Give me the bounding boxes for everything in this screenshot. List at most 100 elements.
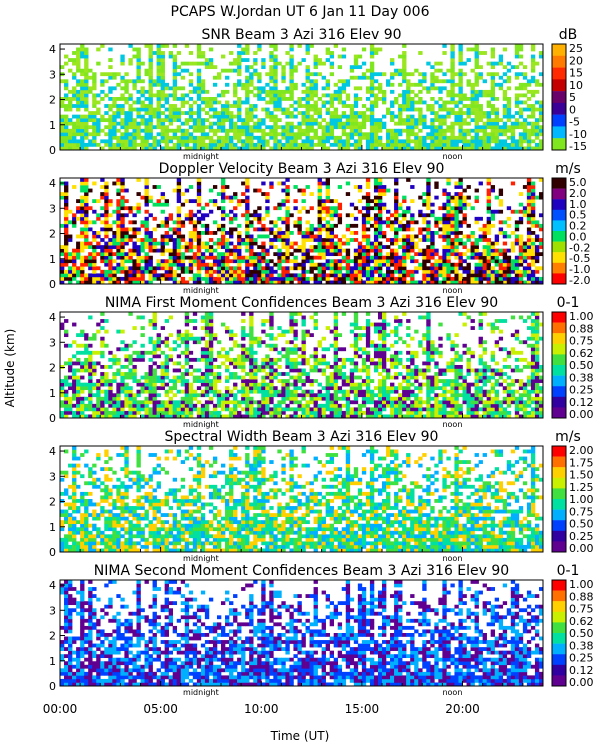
- time-marker: midnight: [183, 420, 219, 429]
- colorbar-swatch: [552, 488, 566, 499]
- colorbar-swatch: [552, 675, 566, 686]
- colorbar-swatch: [552, 252, 566, 263]
- y-tick-label: 1: [49, 119, 56, 132]
- heatmap-field: [60, 44, 543, 150]
- colorbar-label: 0.00: [569, 408, 594, 421]
- colorbar-label: 1.00: [569, 493, 594, 506]
- time-marker: midnight: [183, 554, 219, 563]
- colorbar-label: 0.75: [569, 505, 594, 518]
- heatmap-field: [60, 312, 543, 418]
- colorbar-label: 10: [569, 79, 583, 92]
- panel-title: NIMA Second Moment Confidences Beam 3 Az…: [94, 563, 509, 579]
- heatmap-field: [60, 178, 543, 284]
- colorbar-label: 2.00: [569, 444, 594, 457]
- colorbar-swatch: [552, 323, 566, 334]
- colorbar-swatch: [552, 178, 566, 189]
- colorbar-swatch: [552, 654, 566, 665]
- figure-title: PCAPS W.Jordan UT 6 Jan 11 Day 006: [171, 4, 430, 20]
- colorbar-swatch: [552, 189, 566, 200]
- colorbar-swatch: [552, 79, 566, 91]
- colorbar-swatch: [552, 263, 566, 274]
- time-marker: noon: [442, 420, 462, 429]
- colorbar-label: 0.38: [569, 639, 594, 652]
- colorbar-swatch: [552, 220, 566, 231]
- colorbar-label: 25: [569, 42, 583, 55]
- colorbar-swatch: [552, 622, 566, 633]
- colorbar-unit: 0-1: [557, 295, 580, 311]
- colorbar-swatch: [552, 601, 566, 612]
- colorbar: 1.000.880.750.620.500.380.250.120.00: [552, 578, 594, 689]
- colorbar-label: 0.12: [569, 664, 594, 677]
- y-tick-label: 0: [49, 412, 56, 425]
- colorbar-label: -5: [569, 116, 580, 129]
- colorbar-swatch: [552, 138, 566, 150]
- x-tick-label: 15:00: [345, 702, 380, 716]
- colorbar-label: 0.50: [569, 627, 594, 640]
- colorbar-swatch: [552, 633, 566, 644]
- colorbar-swatch: [552, 541, 566, 552]
- x-tick-label: 10:00: [244, 702, 279, 716]
- colorbar-swatch: [552, 520, 566, 531]
- colorbar-label: -10: [569, 128, 587, 141]
- colorbar-label: 0.62: [569, 615, 594, 628]
- colorbar-label: 0.88: [569, 322, 594, 335]
- time-marker: noon: [442, 286, 462, 295]
- y-tick-label: 1: [49, 521, 56, 534]
- x-tick-label: 00:00: [43, 702, 78, 716]
- time-marker: midnight: [183, 688, 219, 697]
- colorbar-label: 1.50: [569, 469, 594, 482]
- colorbar-label: 0.50: [569, 359, 594, 372]
- colorbar-swatch: [552, 407, 566, 418]
- colorbar-label: 0.88: [569, 590, 594, 603]
- y-tick-label: 4: [49, 311, 56, 324]
- colorbar-label: 15: [569, 67, 583, 80]
- colorbar-label: 0.00: [569, 676, 594, 689]
- colorbar-swatch: [552, 273, 566, 284]
- time-marker: noon: [442, 554, 462, 563]
- y-tick-label: 0: [49, 144, 56, 157]
- colorbar-label: 20: [569, 54, 583, 67]
- colorbar-label: 0.00: [569, 542, 594, 555]
- colorbar-swatch: [552, 354, 566, 365]
- colorbar-swatch: [552, 115, 566, 127]
- colorbar-swatch: [552, 199, 566, 210]
- colorbar-swatch: [552, 126, 566, 138]
- y-tick-label: 4: [49, 445, 56, 458]
- y-tick-label: 2: [49, 496, 56, 509]
- colorbar-swatch: [552, 44, 566, 56]
- colorbar-swatch: [552, 510, 566, 521]
- colorbar-swatch: [552, 376, 566, 387]
- colorbar-swatch: [552, 665, 566, 676]
- colorbar-swatch: [552, 580, 566, 591]
- colorbar-swatch: [552, 210, 566, 221]
- y-tick-label: 2: [49, 362, 56, 375]
- colorbar: 1.000.880.750.620.500.380.250.120.00: [552, 310, 594, 421]
- colorbar-swatch: [552, 457, 566, 468]
- panel-3: NIMA First Moment Confidences Beam 3 Azi…: [49, 295, 594, 429]
- colorbar-label: 0.62: [569, 347, 594, 360]
- colorbar-swatch: [552, 446, 566, 457]
- y-tick-label: 2: [49, 630, 56, 643]
- colorbar-swatch: [552, 242, 566, 253]
- panel-5: NIMA Second Moment Confidences Beam 3 Az…: [49, 563, 594, 697]
- colorbar-swatch: [552, 312, 566, 323]
- time-marker: noon: [442, 688, 462, 697]
- colorbar-swatch: [552, 333, 566, 344]
- colorbar-label: 0.25: [569, 530, 594, 543]
- y-tick-label: 4: [49, 43, 56, 56]
- y-tick-label: 4: [49, 579, 56, 592]
- time-marker: noon: [442, 152, 462, 161]
- colorbar-swatch: [552, 386, 566, 397]
- colorbar: 5.02.01.00.50.20.0-0.2-0.5-1.0-2.0: [552, 176, 590, 287]
- panel-title: SNR Beam 3 Azi 316 Elev 90: [201, 27, 401, 43]
- colorbar-unit: 0-1: [557, 563, 580, 579]
- y-tick-label: 0: [49, 680, 56, 693]
- y-tick-label: 0: [49, 546, 56, 559]
- panel-title: Spectral Width Beam 3 Azi 316 Elev 90: [165, 429, 439, 445]
- colorbar-swatch: [552, 531, 566, 542]
